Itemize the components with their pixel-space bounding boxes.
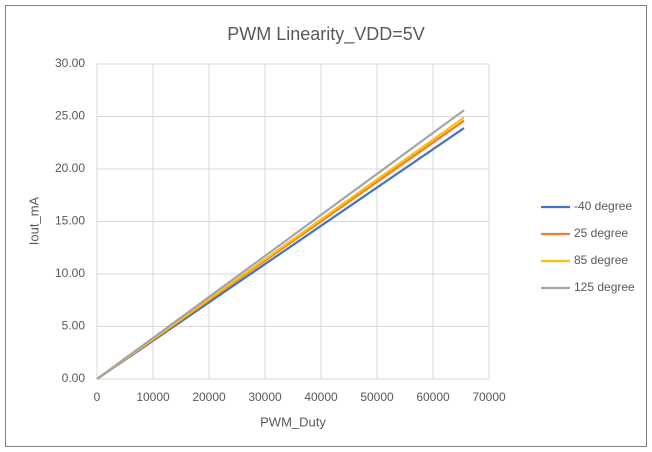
x-tick-label: 10000 bbox=[136, 390, 170, 404]
x-tick-label: 0 bbox=[94, 390, 101, 404]
series-line bbox=[96, 109, 465, 380]
y-tick-label: 5.00 bbox=[62, 319, 86, 333]
x-tick-label: 50000 bbox=[360, 390, 394, 404]
x-tick-label: 20000 bbox=[192, 390, 226, 404]
x-axis-label: PWM_Duty bbox=[260, 414, 326, 429]
y-tick-label: 0.00 bbox=[62, 371, 86, 385]
y-tick-label: 10.00 bbox=[55, 266, 85, 280]
y-axis-label: Iout_mA bbox=[26, 196, 41, 245]
legend-label: 125 degree bbox=[574, 280, 635, 294]
x-tick-label: 70000 bbox=[472, 390, 506, 404]
legend-label: 85 degree bbox=[574, 253, 628, 267]
legend-label: -40 degree bbox=[574, 199, 632, 213]
y-tick-label: 15.00 bbox=[55, 214, 85, 228]
y-tick-label: 30.00 bbox=[55, 56, 85, 70]
y-tick-label: 20.00 bbox=[55, 161, 85, 175]
y-tick-label: 25.00 bbox=[55, 109, 85, 123]
chart-border bbox=[5, 5, 647, 447]
legend-label: 25 degree bbox=[574, 226, 628, 240]
x-tick-label: 60000 bbox=[416, 390, 450, 404]
x-tick-label: 40000 bbox=[304, 390, 338, 404]
chart-title: PWM Linearity_VDD=5V bbox=[227, 24, 425, 45]
x-tick-label: 30000 bbox=[248, 390, 282, 404]
